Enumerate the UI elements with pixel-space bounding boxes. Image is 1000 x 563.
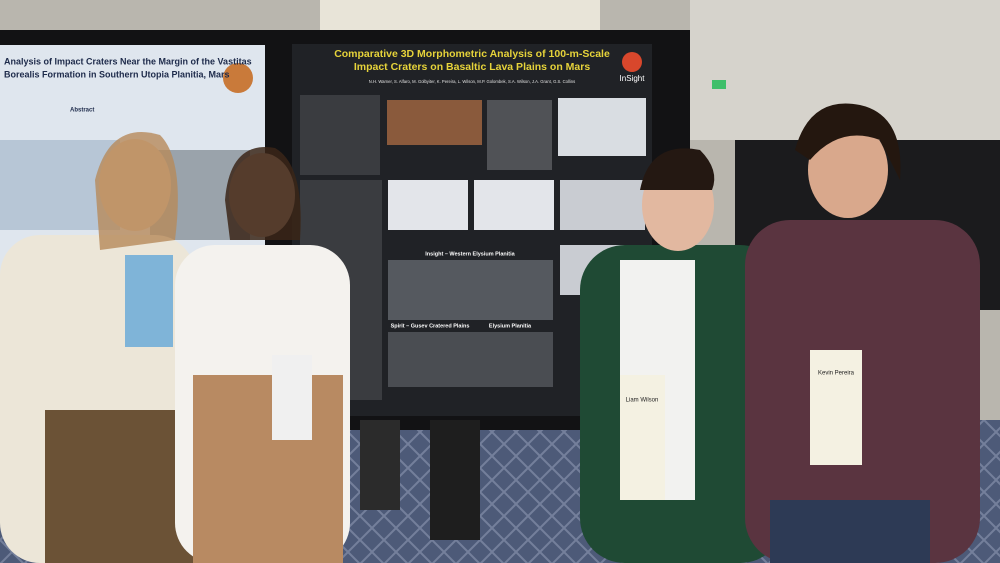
main-poster-title: Impact Craters on Basaltic Lava Plains o… <box>354 61 590 73</box>
person-hair <box>640 148 715 190</box>
crater-image <box>387 100 482 145</box>
main-poster-authors: N.H. Warner, S. Alfaro, M. Golbyiter, K.… <box>369 79 575 84</box>
person-jeans <box>770 500 930 563</box>
badge <box>620 375 665 500</box>
crater-grid <box>388 332 553 387</box>
person-hair <box>225 147 301 240</box>
badge-name: Liam Wilson <box>626 398 659 404</box>
badge <box>125 255 173 347</box>
histogram-panel <box>558 98 646 156</box>
insight-label: InSight <box>620 74 646 83</box>
background-person <box>430 420 480 540</box>
left-poster-title: Borealis Formation in Southern Utopia Pl… <box>4 69 230 79</box>
text-block <box>300 95 380 175</box>
plot-panel <box>560 180 645 230</box>
panel-label: Spirit – Gusev Cratered Plains <box>391 323 470 329</box>
exit-sign <box>712 80 726 89</box>
person-hair <box>795 103 901 180</box>
panel-label: Insight – Western Elysium Planitia <box>425 251 515 257</box>
badge <box>810 350 862 465</box>
main-poster-title: Comparative 3D Morphometric Analysis of … <box>334 48 610 60</box>
left-poster-title: Analysis of Impact Craters Near the Marg… <box>4 56 252 66</box>
crater-grid <box>388 260 553 320</box>
person-shirt <box>745 220 980 563</box>
plot-panel <box>388 180 468 230</box>
person-skirt <box>45 410 195 563</box>
badge <box>272 355 312 440</box>
plot-panel <box>474 180 554 230</box>
person-pants <box>193 375 343 563</box>
left-poster-heading: Abstract <box>70 108 94 114</box>
person-hair <box>95 132 178 250</box>
left-poster-logo <box>223 63 253 93</box>
insight-logo <box>622 52 642 72</box>
badge-name: Kevin Pereira <box>818 371 855 377</box>
person-face <box>808 122 888 218</box>
crater-image <box>487 100 552 170</box>
panel-label: Elysium Planitia <box>489 323 532 329</box>
background-person <box>360 420 400 510</box>
wall-light <box>320 0 600 30</box>
